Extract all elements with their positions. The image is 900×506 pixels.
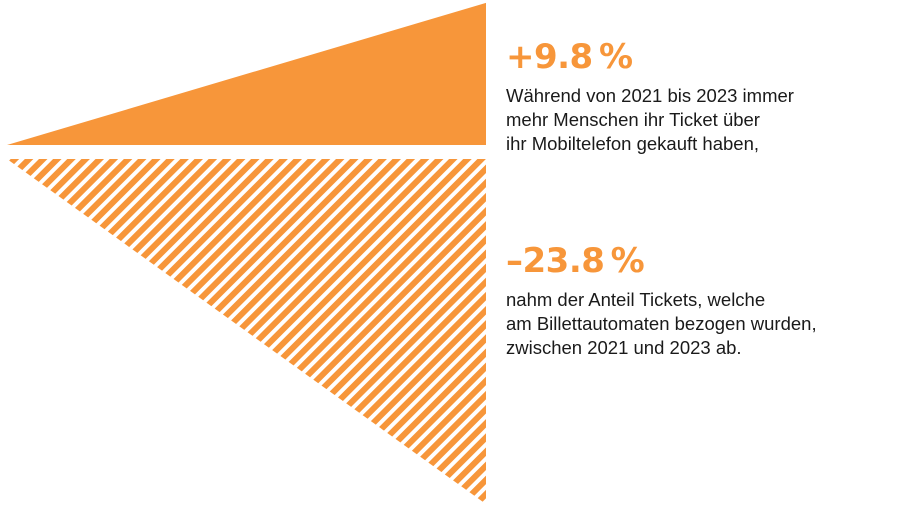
increase-line-3: ihr Mobiltelefon gekauft haben,: [506, 133, 760, 154]
decrease-wedge: [7, 159, 486, 505]
decrease-description: nahm der Anteil Tickets, welche am Bille…: [506, 288, 817, 360]
decrease-line-1: nahm der Anteil Tickets, welche: [506, 289, 766, 310]
increase-line-2: mehr Menschen ihr Ticket über: [506, 109, 760, 130]
decrease-value: –23.8 %: [506, 241, 645, 281]
increase-description: Während von 2021 bis 2023 immer mehr Men…: [506, 84, 794, 156]
wedge-group: [7, 2, 486, 505]
decrease-line-2: am Billettautomaten bezogen wurden,: [506, 313, 817, 334]
decrease-line-3: zwischen 2021 und 2023 ab.: [506, 337, 742, 358]
increase-value: +9.8 %: [506, 37, 633, 77]
increase-line-1: Während von 2021 bis 2023 immer: [506, 85, 794, 106]
increase-wedge: [7, 2, 486, 146]
